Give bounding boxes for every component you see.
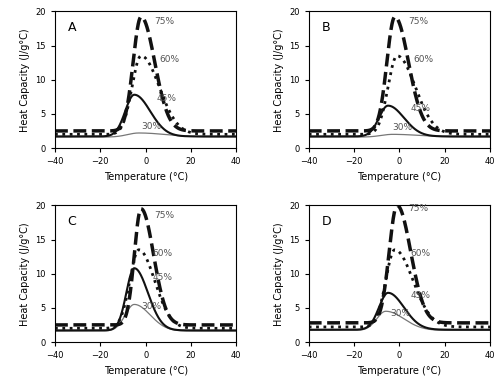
Text: 75%: 75%: [408, 17, 428, 26]
Text: 45%: 45%: [410, 291, 430, 300]
X-axis label: Temperature (°C): Temperature (°C): [104, 172, 188, 182]
Text: 45%: 45%: [410, 104, 430, 113]
Text: 30%: 30%: [141, 302, 161, 311]
Y-axis label: Heat Capacity (J/g°C): Heat Capacity (J/g°C): [274, 222, 283, 326]
Text: 60%: 60%: [159, 55, 180, 64]
Text: A: A: [68, 21, 76, 34]
Text: 60%: 60%: [413, 55, 433, 64]
Text: 75%: 75%: [154, 211, 175, 220]
Text: 30%: 30%: [390, 309, 410, 318]
Text: C: C: [68, 215, 76, 228]
X-axis label: Temperature (°C): Temperature (°C): [104, 366, 188, 375]
Text: 30%: 30%: [141, 122, 161, 131]
Y-axis label: Heat Capacity (J/g°C): Heat Capacity (J/g°C): [20, 222, 30, 326]
Text: B: B: [322, 21, 330, 34]
Text: 75%: 75%: [154, 17, 175, 26]
X-axis label: Temperature (°C): Temperature (°C): [358, 172, 442, 182]
Text: 45%: 45%: [157, 94, 177, 103]
Text: D: D: [322, 215, 331, 228]
Text: 45%: 45%: [152, 272, 172, 282]
Y-axis label: Heat Capacity (J/g°C): Heat Capacity (J/g°C): [20, 28, 30, 131]
X-axis label: Temperature (°C): Temperature (°C): [358, 366, 442, 375]
Y-axis label: Heat Capacity (J/g°C): Heat Capacity (J/g°C): [274, 28, 283, 131]
Text: 60%: 60%: [152, 249, 172, 258]
Text: 30%: 30%: [392, 123, 412, 132]
Text: 60%: 60%: [410, 249, 431, 258]
Text: 75%: 75%: [408, 204, 428, 213]
